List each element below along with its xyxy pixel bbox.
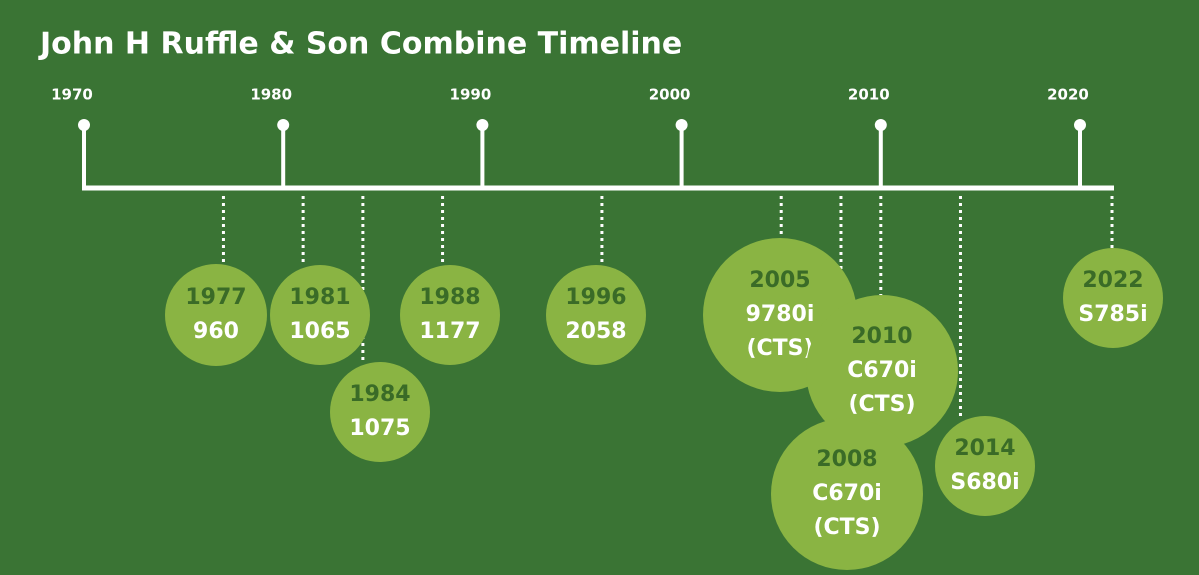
event-bubble [546, 265, 646, 365]
event-model: S680i [950, 470, 1019, 495]
event-model: 1177 [419, 319, 480, 344]
event-model: (CTS) [813, 515, 880, 540]
event-model: 1075 [349, 416, 410, 441]
event-year: 1984 [349, 382, 410, 407]
event-model: C670i [847, 358, 917, 383]
event-model: (CTS) [848, 392, 915, 417]
event-year: 1996 [565, 285, 626, 310]
decade-label: 1990 [450, 86, 492, 104]
event-year: 2022 [1082, 268, 1143, 293]
event-year: 2014 [954, 436, 1015, 461]
event-bubble [330, 362, 430, 462]
event-year: 2010 [851, 324, 912, 349]
event-model: C670i [812, 481, 882, 506]
event-bubble [935, 416, 1035, 516]
event-bubble [771, 418, 923, 570]
event-model: S785i [1078, 302, 1147, 327]
decade-dot [78, 119, 90, 131]
decade-label: 1980 [250, 86, 292, 104]
event-year: 2005 [749, 268, 810, 293]
decade-label: 2010 [848, 86, 890, 104]
event-bubble [270, 265, 370, 365]
decade-dot [675, 119, 688, 131]
event-model: (CTS) [746, 336, 813, 361]
decade-dot [277, 119, 290, 131]
event-model: 2058 [565, 319, 626, 344]
decade-dot [1074, 119, 1086, 131]
decade-label: 2000 [649, 86, 691, 104]
event-year: 2008 [816, 447, 877, 472]
decade-label: 2020 [1047, 86, 1089, 104]
title: John H Ruffle & Son Combine Timeline [38, 27, 682, 62]
event-bubble [806, 295, 958, 447]
decade-dot [874, 119, 887, 131]
event-model: 9780i [746, 302, 815, 327]
event-year: 1977 [185, 285, 246, 310]
decade-label: 1970 [51, 86, 93, 104]
event-bubble [400, 265, 500, 365]
event-year: 1981 [289, 285, 350, 310]
event-bubble [1063, 248, 1163, 348]
event-model: 960 [193, 319, 239, 344]
event-bubble [165, 264, 267, 366]
decade-dot [476, 119, 489, 131]
event-year: 1988 [419, 285, 480, 310]
event-model: 1065 [289, 319, 350, 344]
